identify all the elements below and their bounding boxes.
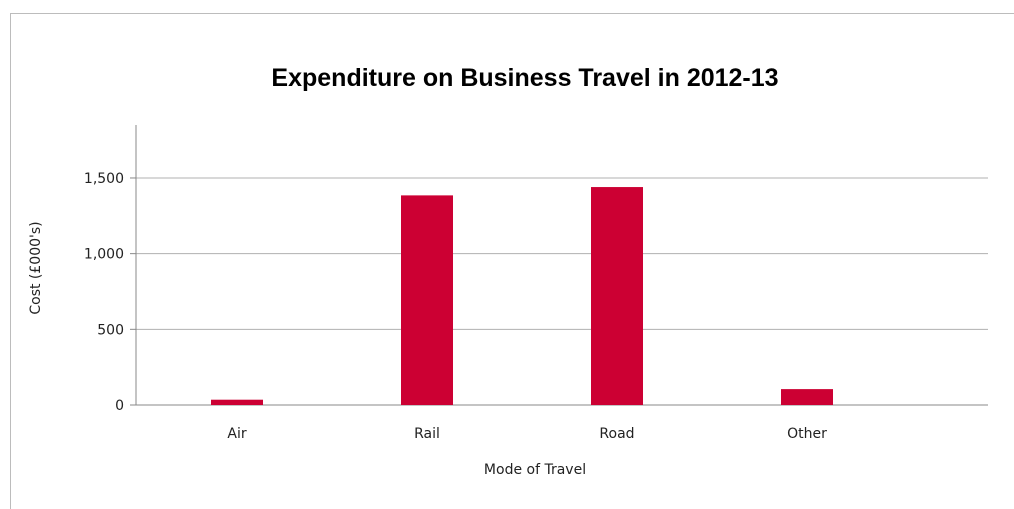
x-axis-title: Mode of Travel <box>484 462 586 478</box>
axes <box>130 125 988 406</box>
y-tick-label: 1,500 <box>84 171 124 187</box>
y-tick-label: 1,000 <box>84 247 124 263</box>
chart-frame <box>10 13 1014 509</box>
bar-air <box>211 399 263 405</box>
x-tick-labels: Air Rail Road Other <box>227 426 827 442</box>
bars <box>211 187 833 405</box>
gridlines <box>136 177 988 330</box>
x-tick-label: Rail <box>414 426 440 442</box>
y-tick-labels: 0 500 1,000 1,500 <box>84 171 124 414</box>
x-tick-label: Other <box>787 426 827 442</box>
y-tick-label: 0 <box>115 398 124 414</box>
y-tick-label: 500 <box>97 322 124 338</box>
y-axis-title: Cost (£000's) <box>28 221 44 314</box>
chart-title: Expenditure on Business Travel in 2012-1… <box>271 64 778 92</box>
x-tick-label: Air <box>227 426 246 442</box>
x-tick-label: Road <box>599 426 634 442</box>
bar-rail <box>401 195 453 405</box>
bar-other <box>781 389 833 405</box>
bar-road <box>591 187 643 405</box>
